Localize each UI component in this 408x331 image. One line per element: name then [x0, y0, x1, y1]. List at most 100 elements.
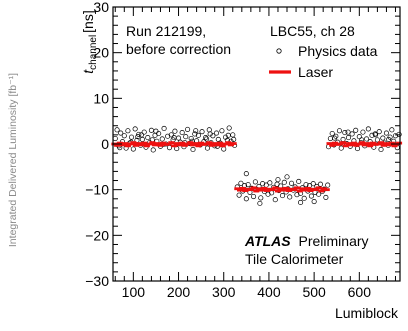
physics-data-point — [331, 135, 338, 141]
laser-data-point — [258, 188, 265, 192]
laser-data-point — [217, 141, 224, 145]
laser-data-point — [130, 141, 137, 145]
laser-data-point — [208, 143, 215, 147]
laser-data-point — [296, 189, 303, 193]
laser-data-point — [154, 142, 161, 145]
laser-data-point — [253, 189, 260, 193]
laser-data-point — [348, 143, 355, 147]
physics-data-point — [118, 130, 124, 136]
laser-data-point — [304, 186, 311, 190]
physics-data-point — [204, 145, 211, 151]
laser-data-point — [141, 141, 148, 145]
laser-data-point — [239, 186, 246, 190]
physics-data-point — [279, 193, 286, 199]
physics-data-point — [206, 127, 212, 133]
laser-data-point — [149, 141, 156, 145]
laser-data-point — [179, 141, 186, 145]
physics-data-point — [236, 192, 242, 198]
laser-data-point — [291, 188, 298, 192]
physics-data-point — [336, 128, 342, 134]
laser-data-point — [302, 188, 309, 192]
physics-data-point — [245, 182, 251, 188]
laser-data-point — [272, 186, 279, 190]
physics-data-point — [204, 136, 210, 142]
laser-data-point — [143, 144, 150, 148]
physics-data-point — [136, 131, 142, 137]
laser-data-point — [274, 189, 281, 193]
physics-data-point — [258, 195, 264, 201]
physics-data-point — [213, 130, 220, 136]
physics-data-point — [156, 130, 162, 137]
y-tick-label: −20 — [85, 227, 109, 243]
physics-data-point — [376, 129, 382, 135]
physics-data-point — [166, 145, 173, 151]
laser-data-point — [380, 143, 387, 147]
physics-data-point — [185, 126, 191, 132]
physics-data-point — [257, 200, 263, 206]
physics-data-point — [112, 135, 118, 142]
axes: 100 200 300 400 500 600 −30 −20 −10 0 10 20 30 — [85, 0, 400, 300]
physics-data-point — [132, 126, 138, 132]
laser-data-point — [157, 143, 164, 147]
atlas-label-bold: ATLAS — [244, 233, 291, 249]
physics-data-point — [310, 181, 316, 187]
physics-data-point — [251, 193, 257, 200]
laser-data-point — [187, 141, 194, 145]
physics-data-point — [190, 146, 196, 153]
laser-data-point — [326, 142, 333, 145]
physics-data-point — [221, 146, 227, 152]
y-axis-title-main: t — [80, 69, 96, 74]
y-axis-title-unit: [ns] — [80, 10, 96, 33]
physics-data-point — [145, 135, 151, 141]
physics-data-point — [226, 125, 232, 131]
y-axis-title: tchannel [ns] — [80, 10, 99, 74]
physics-data-point — [175, 135, 182, 141]
y-tick-label: 10 — [93, 90, 109, 106]
physics-data-point — [159, 136, 165, 142]
laser-data-point — [293, 186, 300, 190]
laser-data-point — [283, 186, 290, 190]
x-axis-title: Lumiblock — [335, 305, 399, 321]
laser-data-point — [124, 144, 131, 148]
physics-data-point — [281, 179, 287, 185]
channel-label: LBC55, ch 28 — [270, 23, 355, 39]
laser-data-point — [323, 188, 330, 192]
laser-data-point — [315, 186, 322, 190]
physics-data-point — [139, 136, 145, 142]
physics-data-point — [287, 194, 293, 200]
physics-data-point — [267, 180, 273, 186]
physics-data-point — [199, 129, 205, 135]
x-tick-label: 300 — [212, 284, 236, 300]
physics-data-point — [231, 136, 237, 142]
legend-physics-label: Physics data — [298, 43, 378, 59]
laser-data-point — [133, 143, 140, 147]
physics-data-point — [275, 177, 281, 183]
physics-data-point — [230, 132, 236, 138]
laser-data-point — [359, 141, 366, 145]
physics-data-point — [365, 126, 371, 132]
laser-data-point — [171, 144, 178, 148]
physics-data-point — [238, 180, 244, 186]
physics-data-point — [353, 127, 359, 133]
laser-data-point — [195, 144, 202, 148]
laser-data-point — [312, 188, 319, 192]
physics-data-point — [311, 198, 317, 205]
physics-data-point — [161, 125, 167, 132]
laser-data-point — [168, 141, 175, 145]
physics-data-point — [150, 147, 156, 153]
physics-data-point — [356, 134, 362, 140]
physics-data-point — [323, 194, 329, 200]
physics-data-point — [172, 128, 178, 134]
laser-data-point — [214, 143, 221, 147]
y-tick-label: 20 — [93, 45, 109, 61]
physics-data-point — [125, 128, 131, 134]
laser-data-point — [367, 144, 374, 148]
physics-data-point — [243, 171, 249, 177]
physics-data-point — [128, 134, 135, 140]
physics-data-point — [345, 135, 352, 141]
laser-data-point — [280, 188, 287, 192]
physics-data-point — [296, 178, 302, 185]
physics-data-point — [303, 182, 309, 188]
y-axis-title-sub: channel — [88, 35, 99, 70]
